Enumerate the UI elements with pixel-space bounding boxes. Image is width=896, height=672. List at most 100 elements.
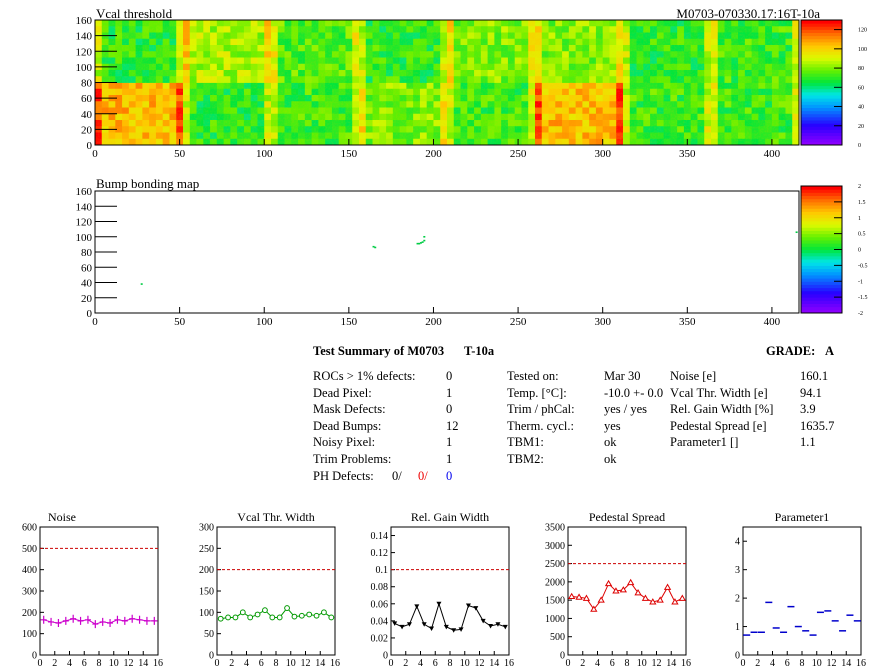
result-label-2: Rel. Gain Width [%] <box>670 402 774 417</box>
condition-label-0: Tested on: <box>507 369 559 383</box>
pedestal_spread-ytick-label-1: 500 <box>550 632 565 643</box>
vcal_thr_width-xtick-label-1: 2 <box>229 658 234 669</box>
condition-value-4: ok <box>604 435 617 450</box>
noise-xtick-label-5: 10 <box>109 658 119 669</box>
pedestal_spread-point-13 <box>663 583 672 590</box>
vcal-xtick-label-7: 350 <box>679 148 696 160</box>
pedestal_spread-xtick-label-3: 6 <box>610 658 615 669</box>
bump-colorbar-swatch-37 <box>801 192 842 197</box>
parameter1-xtick-label-5: 10 <box>812 658 822 669</box>
noise-xtick-label-2: 4 <box>67 658 72 669</box>
bump-xtick-label-5: 250 <box>510 316 527 328</box>
ph-defects-v3: 0 <box>446 469 453 483</box>
rel_gain_width-point-13 <box>488 623 494 629</box>
vcal_thr_width-xtick-label-6: 12 <box>301 658 311 669</box>
vcal-colorbar-swatch-24 <box>801 66 842 71</box>
bump-map-title: Bump bonding map <box>96 176 199 191</box>
bump-colorbar-label-6: 1 <box>858 216 861 222</box>
bump-colorbar-swatch-24 <box>801 233 842 238</box>
vcal-colorbar-swatch-21 <box>801 76 842 80</box>
bump-ytick-label-4: 80 <box>81 247 93 259</box>
bump-colorbar-swatch-16 <box>801 259 842 263</box>
bump-colorbar-swatch-28 <box>801 220 842 225</box>
pedestal_spread-xtick-label-4: 8 <box>625 658 630 669</box>
result-label-0: Noise [e] <box>670 369 717 383</box>
vcal-colorbar-swatch-35 <box>801 32 842 37</box>
rel_gain_width-point-3 <box>414 604 420 609</box>
noise-point-1 <box>48 617 55 626</box>
condition-value-0: Mar 30 <box>604 369 641 383</box>
pedestal_spread-point-2 <box>582 594 591 601</box>
noise-point-10 <box>114 615 121 624</box>
vcal_thr_width-xtick-label-5: 10 <box>286 658 296 669</box>
bump-point-9 <box>795 231 798 234</box>
bump-colorbar-swatch-33 <box>801 205 842 209</box>
rel_gain_width-ytick-label-6: 0.12 <box>371 548 389 559</box>
rel_gain_width-point-7 <box>443 624 449 630</box>
grade-value: A <box>825 344 835 358</box>
vcal-colorbar-swatch-13 <box>801 101 842 105</box>
bump-colorbar-swatch-15 <box>801 262 842 266</box>
noise-xtick-label-3: 6 <box>82 658 87 669</box>
bump-point-7 <box>423 239 426 242</box>
vcal_thr_width-point-15 <box>328 614 335 621</box>
pedestal_spread-point-8 <box>627 578 635 586</box>
pedestal_spread-point-11 <box>649 598 657 605</box>
ph-defects-label: PH Defects: <box>313 469 374 483</box>
parameter1-xtick-label-7: 14 <box>841 658 851 669</box>
vcal_thr_width-point-11 <box>298 612 305 619</box>
rel_gain_width-point-11 <box>473 606 479 611</box>
bump-colorbar-swatch-3 <box>801 300 842 304</box>
rel_gain_width-point-5 <box>429 626 435 632</box>
result-value-3: 1635.7 <box>800 418 835 433</box>
noise-xtick-label-7: 14 <box>138 658 148 669</box>
vcal-colorbar-swatch-39 <box>801 20 842 24</box>
vcal-colorbar-label-0: 0 <box>858 143 861 149</box>
rel_gain_width-frame <box>390 526 510 656</box>
vcal_thr_width-ytick-label-0: 0 <box>209 651 214 662</box>
vcal_thr_width-ytick-label-4: 200 <box>199 565 214 576</box>
vcal_thr_width-point-3 <box>239 609 246 616</box>
vcal-colorbar-label-5: 100 <box>858 47 867 53</box>
vcal-colorbar-swatch-1 <box>801 138 842 143</box>
parameter1-ytick-label-4: 4 <box>735 537 740 548</box>
bump-xtick-label-7: 350 <box>679 316 696 328</box>
vcal_thr_width-series-line <box>220 607 332 620</box>
bump-colorbar-label-8: 2 <box>858 184 861 190</box>
noise-xtick-label-4: 8 <box>97 658 102 669</box>
rel_gain_width-ytick-label-3: 0.06 <box>371 599 389 610</box>
bump-colorbar-swatch-4 <box>801 297 842 301</box>
summary-title: Test Summary of M0703 <box>313 344 444 359</box>
rel_gain_width-xtick-label-8: 16 <box>504 658 514 669</box>
vcal-colorbar-swatch-27 <box>801 57 842 62</box>
rel_gain_width-xtick-label-2: 4 <box>418 658 423 669</box>
rel_gain_width-xtick-label-4: 8 <box>448 658 453 669</box>
bump-point-0 <box>140 283 143 285</box>
rel_gain_width-ytick-label-7: 0.14 <box>371 531 389 542</box>
result-label-3: Pedestal Spread [e] <box>670 418 767 433</box>
defect-value-0: 0 <box>446 369 453 383</box>
bump-colorbar-swatch-25 <box>801 230 842 235</box>
vcal_thr_width-point-4 <box>247 614 254 621</box>
vcal_thr_width-point-5 <box>254 611 261 618</box>
pedestal_spread-point-12 <box>656 596 664 603</box>
bump-xtick-label-6: 300 <box>594 316 611 328</box>
noise-ytick-label-3: 300 <box>22 587 37 598</box>
vcal_thr_width-point-1 <box>225 614 231 621</box>
noise-title: Noise <box>48 510 76 524</box>
bump-colorbar-swatch-20 <box>801 246 842 250</box>
pedestal_spread-ytick-label-4: 2000 <box>545 577 565 588</box>
vcal-colorbar-swatch-23 <box>801 70 842 74</box>
bump-colorbar-swatch-8 <box>801 284 842 289</box>
defect-label-0: ROCs > 1% defects: <box>313 369 416 383</box>
bump-point-4 <box>418 242 421 245</box>
pedestal_spread-ytick-label-6: 3000 <box>545 541 565 552</box>
vcal-colorbar-swatch-18 <box>801 85 842 90</box>
noise-ytick-label-6: 600 <box>22 523 37 534</box>
pedestal_spread-title: Pedestal Spread <box>589 510 665 524</box>
bump-colorbar-label-3: -0.5 <box>858 263 868 269</box>
vcal_thr_width-ytick-label-5: 250 <box>199 544 214 555</box>
rel_gain_width-point-0 <box>392 621 398 626</box>
vcal_thr_width-ytick-label-6: 300 <box>199 523 214 534</box>
